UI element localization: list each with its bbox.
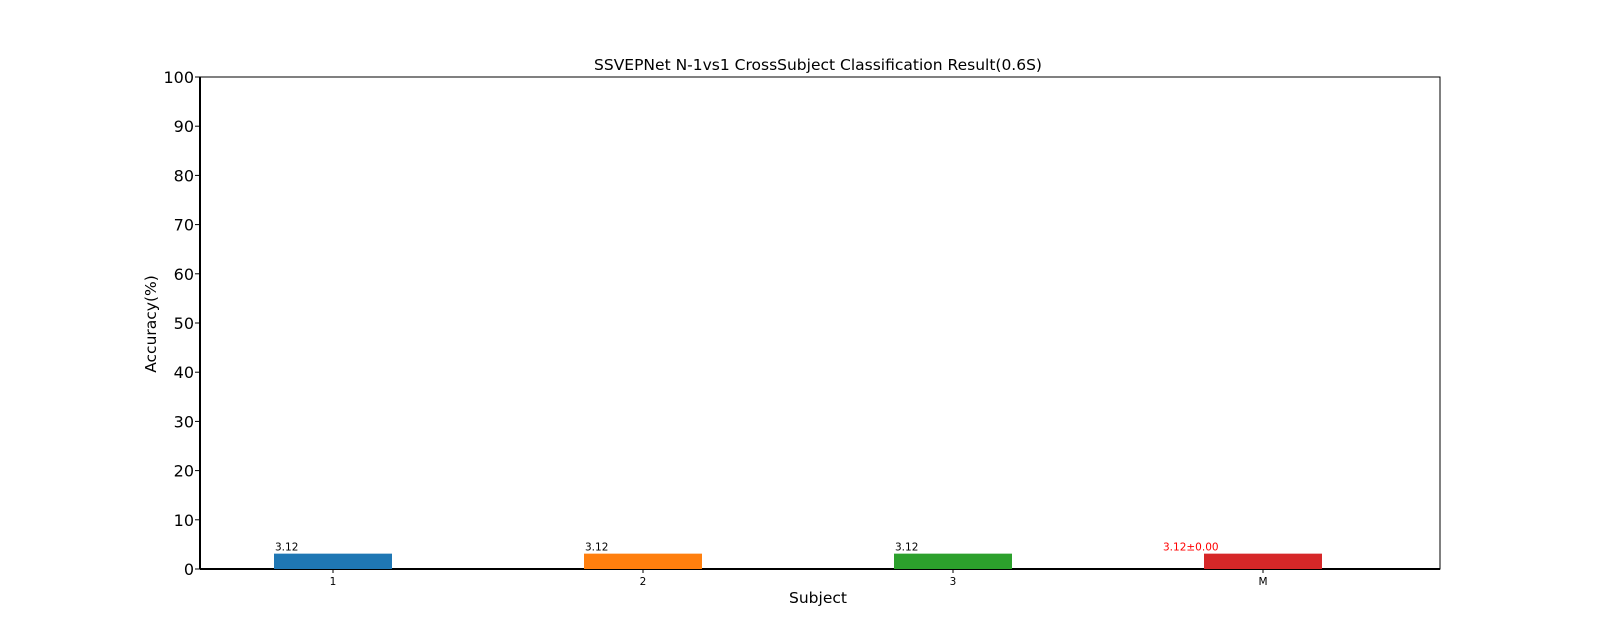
y-tick-label: 80 <box>174 166 194 185</box>
bar-subject-3 <box>894 553 1012 569</box>
data-labels-group: 3.12 3.12 3.12 3.12±0.00 <box>275 542 1219 554</box>
x-axis-ticks: 1 2 3 M <box>330 569 1268 588</box>
y-tick-label: 10 <box>174 511 194 530</box>
data-label-subject-M: 3.12±0.00 <box>1163 542 1219 554</box>
y-tick-label: 70 <box>174 216 194 235</box>
bar-subject-1 <box>274 553 392 569</box>
x-axis-label: Subject <box>789 589 847 607</box>
y-tick-label: 90 <box>174 117 194 136</box>
y-tick-label: 40 <box>174 363 194 382</box>
bar-subject-M <box>1204 553 1322 569</box>
y-axis-label: Accuracy(%) <box>142 275 160 373</box>
y-tick-label: 60 <box>174 265 194 284</box>
x-tick-label: 2 <box>640 576 647 588</box>
x-tick-label: M <box>1258 576 1267 588</box>
y-tick-label: 50 <box>174 314 194 333</box>
y-tick-label: 30 <box>174 412 194 431</box>
chart-title: SSVEPNet N-1vs1 CrossSubject Classificat… <box>594 56 1042 74</box>
x-tick-label: 3 <box>950 576 957 588</box>
data-label-subject-3: 3.12 <box>895 542 918 554</box>
data-label-subject-2: 3.12 <box>585 542 608 554</box>
y-axis-ticks: 0 10 20 30 40 50 60 70 80 90 100 <box>163 68 200 579</box>
bar-subject-2 <box>584 553 702 569</box>
x-tick-label: 1 <box>330 576 337 588</box>
y-tick-label: 0 <box>184 560 194 579</box>
y-tick-label: 100 <box>163 68 194 87</box>
plot-area-frame <box>199 76 1441 570</box>
y-tick-label: 20 <box>174 462 194 481</box>
bars-group <box>274 553 1322 569</box>
data-label-subject-1: 3.12 <box>275 542 298 554</box>
